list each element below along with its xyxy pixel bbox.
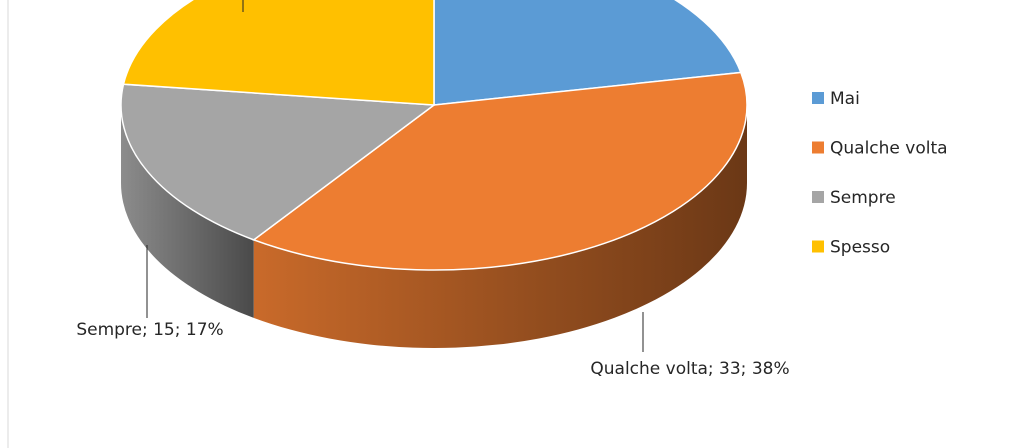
pie-side <box>253 105 748 348</box>
legend: Mai Qualche volta Sempre Spesso <box>812 89 948 258</box>
pie-slice <box>433 0 742 106</box>
pie-slice <box>120 83 437 241</box>
legend-label: Qualche volta <box>830 139 948 159</box>
pie-side <box>121 105 254 318</box>
pie-sides <box>121 105 748 348</box>
data-label: Sempre; 15; 17% <box>76 320 224 340</box>
pie-tops <box>120 0 748 271</box>
pie-slice <box>252 71 748 271</box>
legend-swatch <box>812 141 824 154</box>
legend-label: Spesso <box>830 238 890 258</box>
legend-swatch <box>812 92 824 104</box>
legend-label: Mai <box>830 89 860 109</box>
data-label: Qualche volta; 33; 38% <box>590 359 790 379</box>
legend-swatch <box>812 191 824 203</box>
pie-slice <box>122 0 435 106</box>
legend-swatch <box>812 240 824 253</box>
legend-label: Sempre <box>830 188 896 208</box>
